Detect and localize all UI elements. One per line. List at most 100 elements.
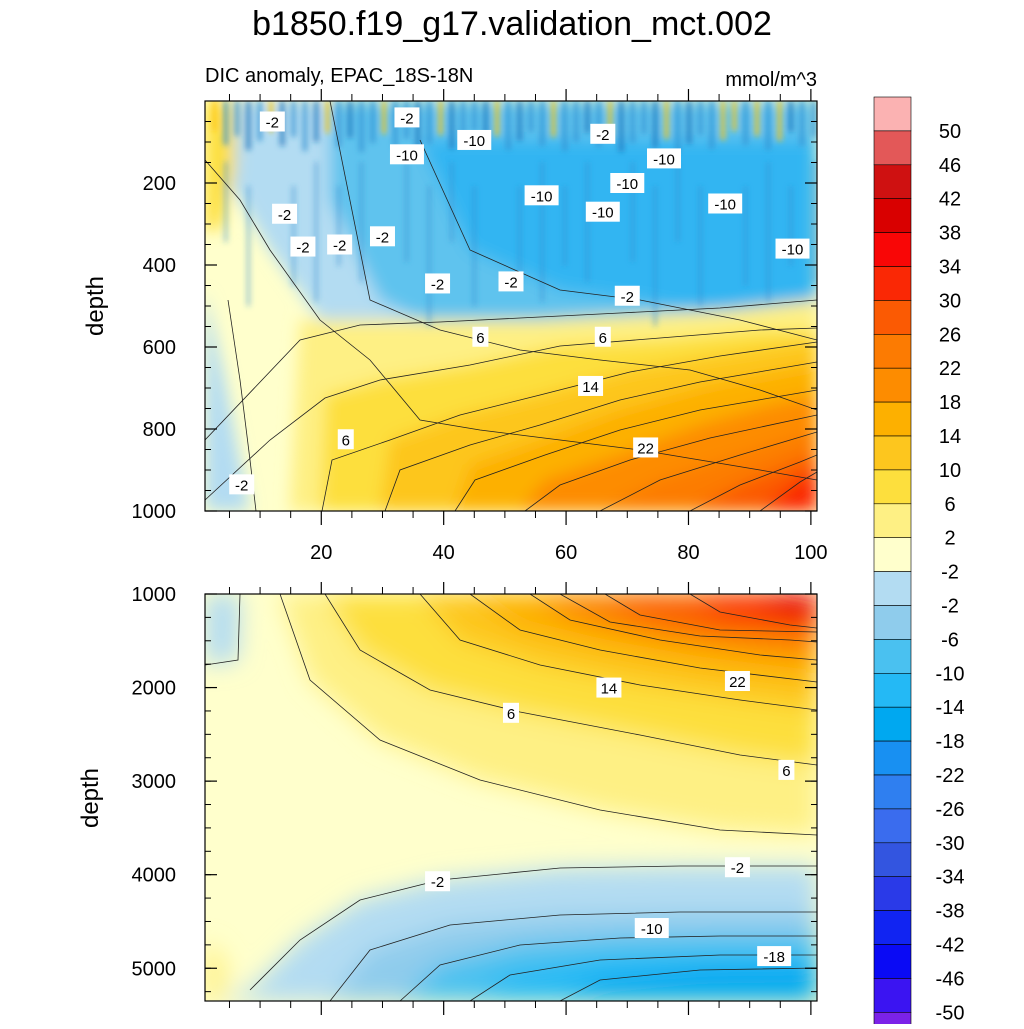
- x-tick-label: 40: [433, 542, 455, 564]
- subsurface-stripe: [744, 186, 748, 286]
- contour-label: -18: [757, 946, 792, 967]
- contour-label-text: -10: [782, 242, 804, 259]
- contour-label: -2: [590, 123, 616, 144]
- colorbar-label: 50: [939, 121, 961, 143]
- y-tick-label: 4000: [132, 865, 177, 887]
- y-tick-label: 3000: [132, 771, 177, 793]
- y-tick-label: 600: [143, 337, 176, 359]
- surface-stripe: [381, 101, 387, 134]
- surface-stripe: [471, 101, 477, 131]
- contour-label-text: -2: [431, 276, 444, 293]
- top-left-cold: [205, 290, 250, 511]
- contour-label-text: -2: [296, 240, 309, 257]
- colorbar-swatch: [873, 910, 912, 945]
- surface-stripe: [336, 101, 342, 147]
- surface-stripe: [731, 101, 737, 131]
- contour-label: 22: [633, 437, 659, 458]
- surface-stripe: [505, 101, 511, 150]
- contour-label: 6: [594, 326, 611, 347]
- contour-label-text: -10: [641, 921, 663, 938]
- colorbar-label: 34: [939, 257, 961, 279]
- colorbar-swatch: [873, 266, 912, 301]
- y-tick-label: 2000: [132, 678, 177, 700]
- colorbar-label: -22: [936, 765, 965, 787]
- contour-label: -2: [290, 236, 316, 257]
- contour-label: -2: [229, 474, 255, 495]
- colorbar-swatch: [873, 639, 912, 674]
- colorbar-swatch: [873, 774, 912, 810]
- contour-label: 6: [778, 759, 795, 780]
- surface-stripe: [777, 101, 782, 141]
- contour-label-text: -10: [714, 197, 736, 214]
- surface-stripe: [799, 101, 805, 146]
- surface-stripe: [483, 101, 489, 145]
- surface-stripe: [675, 101, 681, 153]
- surface-stripe: [641, 101, 647, 134]
- x-tick-label: 80: [677, 542, 699, 564]
- surface-stripe: [223, 101, 229, 145]
- surface-stripe: [370, 101, 376, 143]
- bottom-axis-ticks: 1000 2000 3000 4000 5000: [132, 582, 817, 1015]
- surface-stripe: [720, 101, 726, 140]
- surface-stripe: [630, 101, 636, 143]
- colorbar-swatch: [873, 96, 912, 132]
- colorbar-label: -18: [936, 731, 965, 753]
- subsurface-stripe: [314, 162, 318, 302]
- subsurface-stripe: [676, 162, 680, 242]
- colorbar-swatch: [873, 740, 912, 776]
- subsurface-stripe: [450, 162, 454, 242]
- colorbar-label: -42: [936, 935, 965, 957]
- colorbar-label: 10: [939, 460, 961, 482]
- contour-label-text: -2: [596, 127, 609, 144]
- surface-stripe: [607, 101, 613, 138]
- contour-label-text: -10: [463, 133, 485, 150]
- colorbar-label: 2: [944, 528, 955, 550]
- colorbar-swatch: [873, 1011, 912, 1029]
- top-axis-ticks: 200 400 600 800 1000 20 40 60 80 100: [132, 89, 828, 564]
- contour-label: -2: [259, 111, 285, 132]
- colorbar-swatch: [873, 537, 912, 572]
- surface-stripe: [618, 101, 624, 152]
- subsurface-stripe: [427, 186, 431, 326]
- colorbar-swatch: [873, 198, 912, 233]
- contour-label-text: -2: [376, 229, 389, 246]
- colorbar-swatch: [873, 333, 912, 369]
- contour-label-text: -10: [592, 205, 614, 222]
- contour-label-text: 14: [601, 681, 618, 698]
- colorbar-swatch: [873, 300, 912, 335]
- subsurface-stripe: [472, 186, 476, 306]
- surface-stripe: [302, 101, 308, 151]
- contour-label-text: -2: [504, 274, 517, 291]
- surface-stripe: [709, 101, 715, 149]
- subsurface-stripe: [766, 162, 770, 302]
- contour-label-text: -2: [333, 238, 346, 255]
- contour-label-text: -2: [400, 110, 413, 127]
- colorbar-label: -14: [936, 697, 965, 719]
- colorbar-swatch: [873, 605, 912, 640]
- subsurface-stripe: [224, 162, 228, 242]
- colorbar-label: 22: [939, 358, 961, 380]
- contour-label-text: -10: [616, 176, 638, 193]
- colorbar-swatch: [873, 401, 912, 437]
- colorbar-swatch: [873, 503, 912, 538]
- top-contour-lines: [205, 101, 817, 511]
- colorbar-swatch: [873, 978, 912, 1013]
- surface-stripe: [743, 101, 749, 145]
- contour-label: -2: [425, 871, 451, 892]
- contour-label: -10: [457, 129, 492, 150]
- surface-stripe: [426, 101, 432, 144]
- y-tick-label: 5000: [132, 958, 177, 980]
- subsurface-stripe: [405, 162, 409, 262]
- contour-label-text: -18: [763, 949, 785, 966]
- colorbar-label: 46: [939, 155, 961, 177]
- contour-label: 14: [578, 375, 604, 396]
- colorbar-label: -10: [936, 663, 965, 685]
- contour-label: -2: [614, 285, 640, 306]
- colorbar-label: -46: [936, 968, 965, 990]
- contour-label: -2: [498, 271, 524, 292]
- chart-subtitle-left: DIC anomaly, EPAC_18S-18N: [205, 65, 473, 87]
- bottom-panel-frame: [204, 593, 818, 1002]
- colorbar-label: -2: [941, 562, 959, 584]
- colorbar-label: -50: [936, 1002, 965, 1024]
